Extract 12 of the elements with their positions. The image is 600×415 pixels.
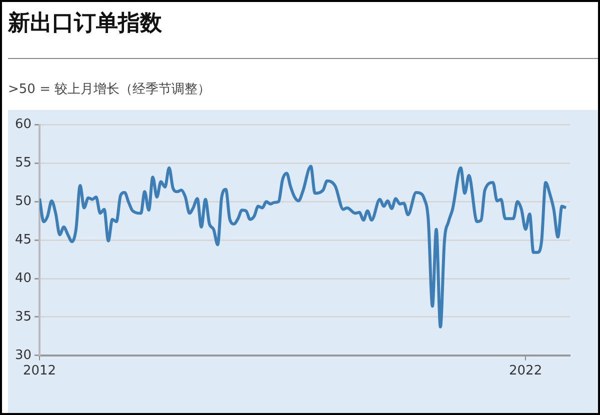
x-tick-label: 2012 [22, 364, 56, 379]
y-tick-label: 35 [14, 309, 32, 324]
y-tick-label: 40 [14, 270, 32, 286]
chart-title: 新出口订单指数 [8, 10, 162, 38]
y-tick-label: 45 [14, 232, 32, 248]
y-tick-label: 60 [14, 117, 32, 132]
chart-subtitle: >50 = 较上月增长（经季节调整） [8, 81, 211, 98]
x-tick-label: 2022 [509, 364, 542, 379]
line-series [40, 164, 568, 328]
y-tick-label: 30 [14, 348, 32, 363]
y-tick-label: 55 [14, 156, 32, 171]
y-tick-label: 50 [14, 194, 32, 210]
